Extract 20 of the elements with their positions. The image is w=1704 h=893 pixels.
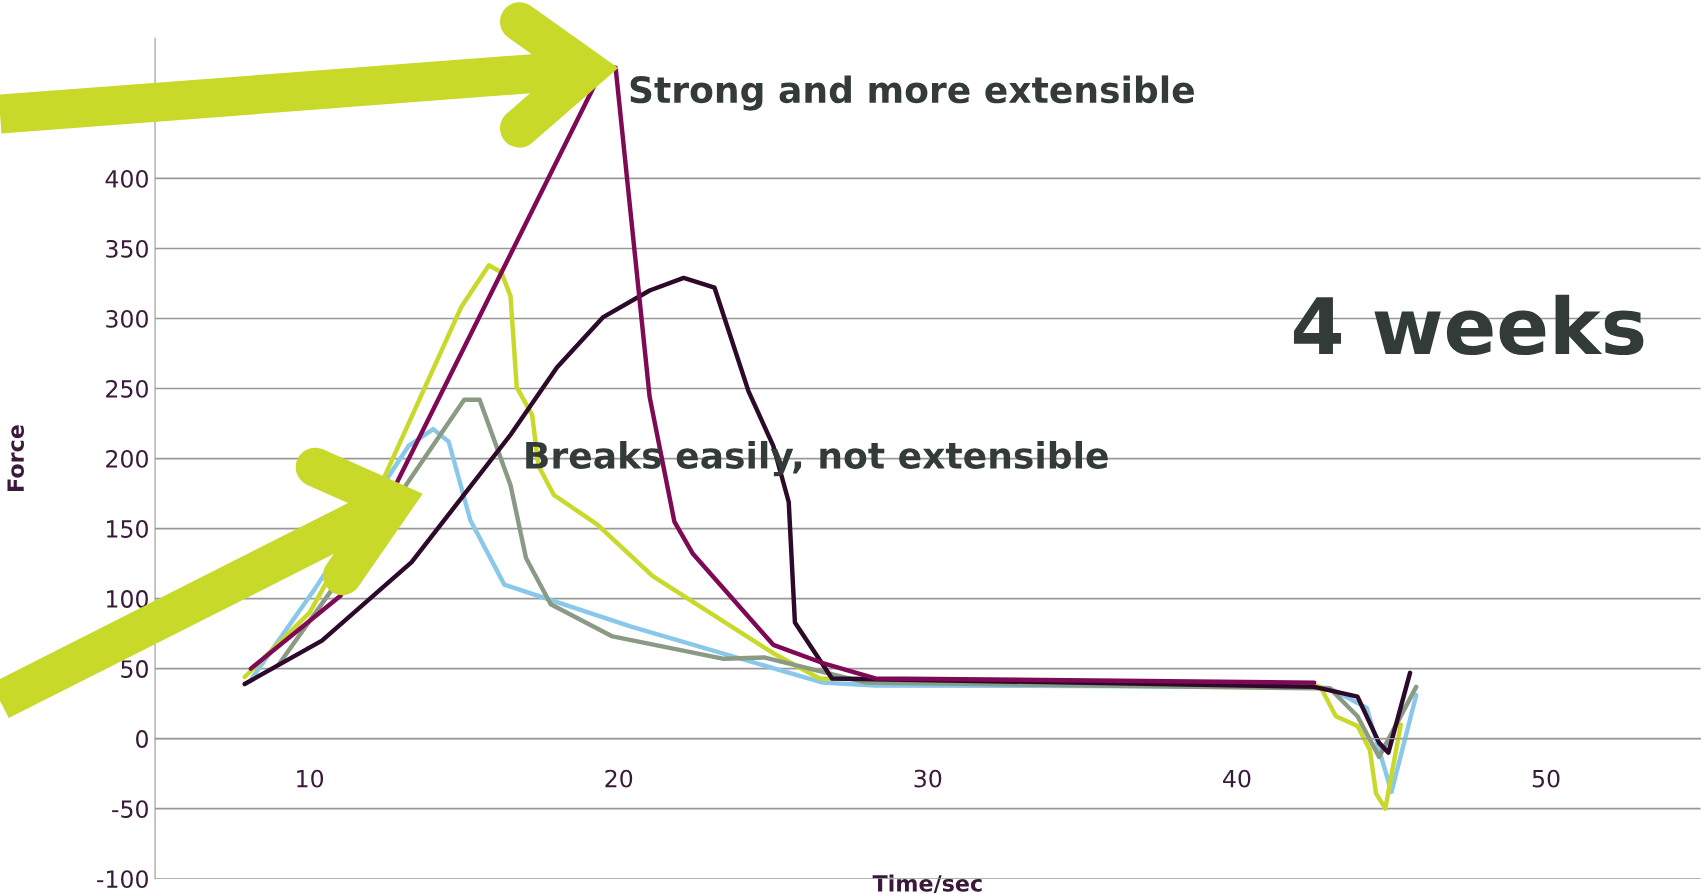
y-axis-title: Force <box>7 425 25 491</box>
y-tick-label: 50 <box>121 660 148 678</box>
y-tick-label: -50 <box>112 800 148 818</box>
y-tick-label: 150 <box>107 520 148 538</box>
y-tick-label: 100 <box>107 590 148 608</box>
x-tick-label: 50 <box>1532 769 1560 788</box>
annotation: 4 weeks <box>1293 294 1644 356</box>
y-tick-label: 250 <box>106 379 148 398</box>
x-tick-label: 40 <box>1223 769 1251 788</box>
x-axis-title: Time/sec <box>872 874 982 893</box>
y-tick-label: 300 <box>106 309 148 328</box>
y-tick-label: -100 <box>97 870 148 889</box>
y-tick-label: 0 <box>136 730 148 748</box>
x-tick-label: 30 <box>914 769 942 788</box>
y-tick-label: 400 <box>105 169 148 188</box>
x-tick-label: 20 <box>605 769 633 788</box>
x-tick-label: 10 <box>297 769 324 788</box>
y-tick-label: 350 <box>106 239 148 258</box>
annotation: Strong and more extensible <box>630 75 1194 111</box>
y-tick-label: 200 <box>106 450 148 468</box>
